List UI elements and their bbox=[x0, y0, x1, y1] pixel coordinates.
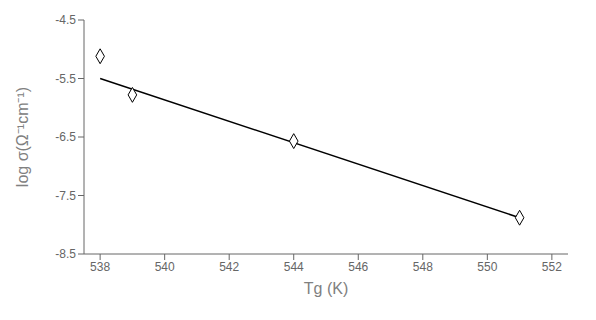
svg-text:-6.5: -6.5 bbox=[55, 130, 76, 144]
svg-text:log σ(Ω⁻¹cm⁻¹): log σ(Ω⁻¹cm⁻¹) bbox=[14, 87, 31, 187]
svg-text:-4.5: -4.5 bbox=[55, 13, 76, 27]
svg-text:538: 538 bbox=[90, 260, 110, 274]
svg-text:546: 546 bbox=[348, 260, 368, 274]
svg-text:548: 548 bbox=[413, 260, 433, 274]
svg-text:-8.5: -8.5 bbox=[55, 247, 76, 261]
svg-text:552: 552 bbox=[542, 260, 562, 274]
svg-text:-7.5: -7.5 bbox=[55, 189, 76, 203]
svg-text:-5.5: -5.5 bbox=[55, 72, 76, 86]
svg-text:542: 542 bbox=[219, 260, 239, 274]
svg-text:550: 550 bbox=[477, 260, 497, 274]
svg-text:Tg (K): Tg (K) bbox=[304, 280, 348, 297]
svg-text:540: 540 bbox=[155, 260, 175, 274]
svg-text:544: 544 bbox=[284, 260, 304, 274]
